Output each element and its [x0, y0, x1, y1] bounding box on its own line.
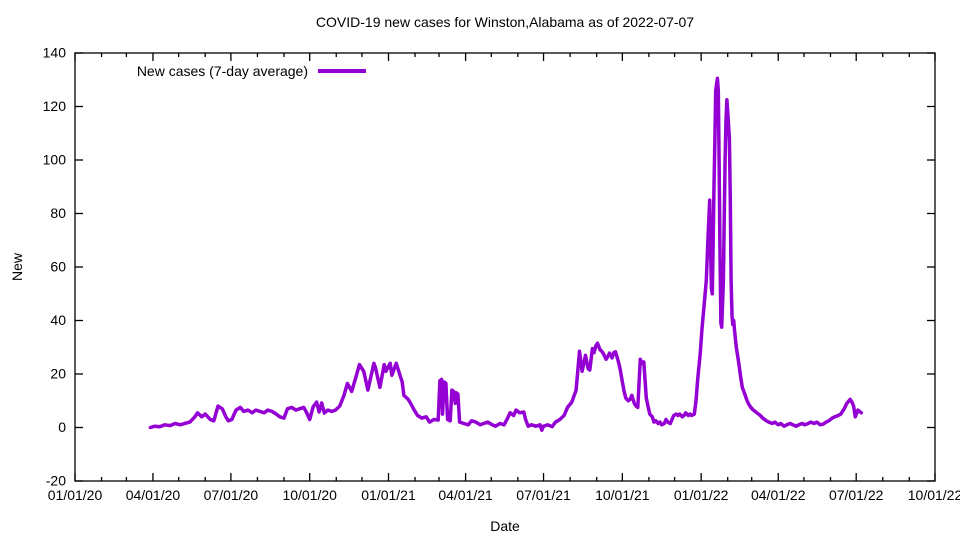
y-tick-label: 40 [50, 312, 66, 328]
x-tick-label: 07/01/21 [516, 487, 571, 503]
x-tick-label: 01/01/21 [361, 487, 416, 503]
y-tick-label: 20 [50, 366, 66, 382]
y-tick-label: 120 [43, 98, 67, 114]
legend: New cases (7-day average) [137, 63, 366, 79]
x-tick-label: 07/01/22 [829, 487, 884, 503]
x-tick-label: 10/01/21 [595, 487, 650, 503]
x-tick-label: 07/01/20 [204, 487, 259, 503]
x-tick-label: 04/01/22 [751, 487, 806, 503]
y-tick-label: 80 [50, 205, 66, 221]
y-tick-label: 0 [58, 419, 66, 435]
x-tick-label: 04/01/21 [438, 487, 493, 503]
series-line-new-cases [148, 76, 864, 432]
legend-label: New cases (7-day average) [137, 63, 308, 79]
x-tick-label: 10/01/22 [908, 487, 960, 503]
x-tick-label: 01/01/22 [674, 487, 729, 503]
axes: 01/01/20 04/01/20 07/01/20 10/01/20 01/01/21… [43, 45, 960, 504]
y-tick-label: 100 [43, 152, 67, 168]
x-tick-label: 10/01/20 [282, 487, 337, 503]
x-tick-label: 04/01/20 [126, 487, 181, 503]
y-tick-label: 140 [43, 45, 67, 61]
y-tick-label: -20 [46, 473, 66, 489]
chart-title: COVID-19 new cases for Winston,Alabama a… [316, 14, 694, 30]
y-tick-label: 60 [50, 259, 66, 275]
x-axis-label: Date [490, 518, 520, 534]
y-axis-label: New [9, 252, 25, 281]
x-tick-label: 01/01/20 [48, 487, 103, 503]
